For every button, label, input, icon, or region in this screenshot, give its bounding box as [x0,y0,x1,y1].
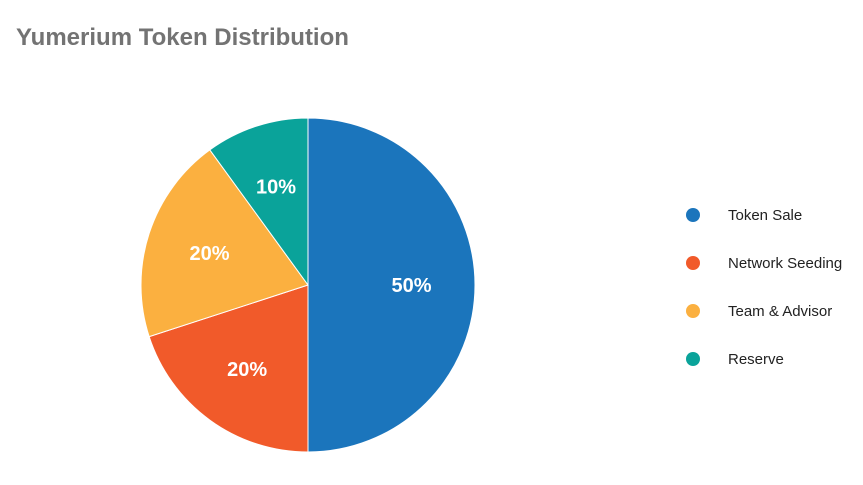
legend: Token Sale Network Seeding Team & Advisor R… [686,203,842,395]
pie-slice-token-sale [307,117,476,453]
slice-label-network-seeding: 20% [227,359,267,381]
legend-item-team-advisor[interactable]: Team & Advisor [686,299,842,323]
legend-item-network-seeding[interactable]: Network Seeding [686,251,842,275]
pie-slice-reserve [209,117,309,287]
slice-label-token-sale: 50% [392,275,432,297]
legend-item-token-sale[interactable]: Token Sale [686,203,842,227]
legend-swatch-icon [686,352,700,366]
pie-slice-network-seeding [148,284,309,453]
legend-label: Network Seeding [728,254,843,272]
legend-item-reserve[interactable]: Reserve [686,347,842,371]
pie-slice-team-advisor [140,149,309,338]
legend-label: Team & Advisor [728,302,833,320]
legend-swatch-icon [686,304,700,318]
legend-swatch-icon [686,208,700,222]
slice-label-reserve: 10% [256,177,296,199]
legend-swatch-icon [686,256,700,270]
legend-label: Token Sale [728,206,803,224]
legend-label: Reserve [728,350,784,368]
slice-label-team-advisor: 20% [190,243,230,265]
chart-title: Yumerium Token Distribution [16,24,349,51]
